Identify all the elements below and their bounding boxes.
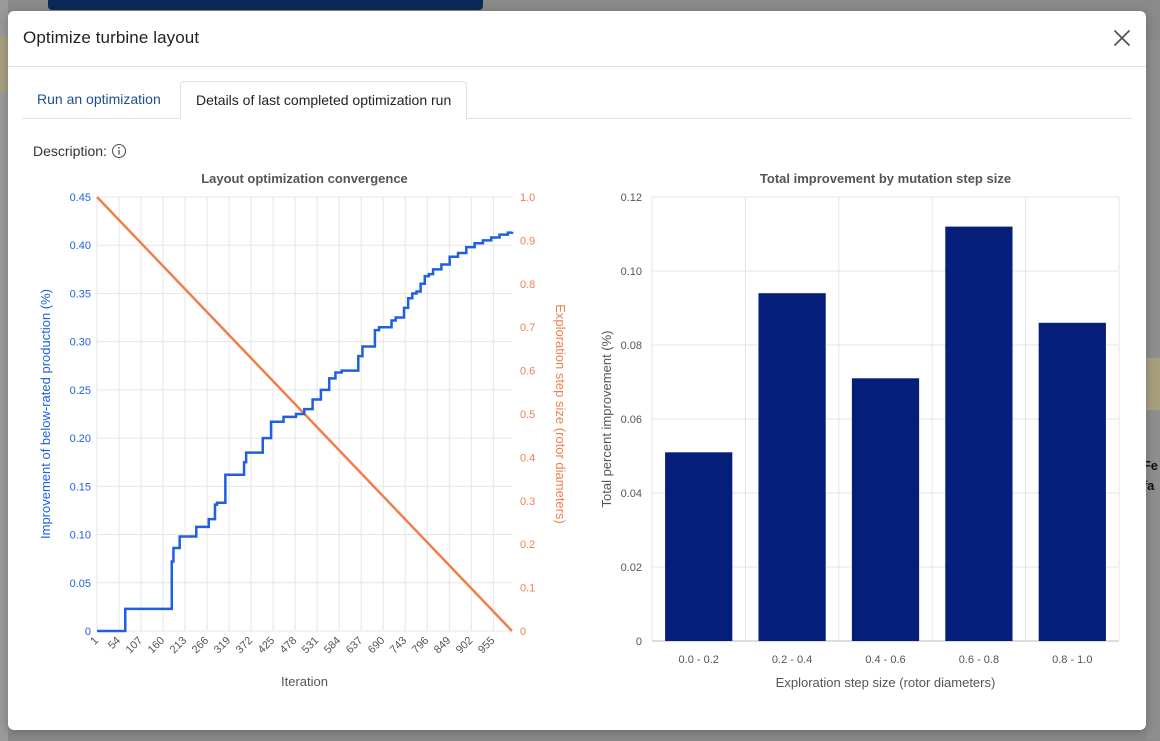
x-tick-label: 531 <box>300 635 321 656</box>
y2-axis-title: Exploration step size (rotor diameters) <box>553 304 568 524</box>
x-tick-label: 372 <box>234 635 255 656</box>
improvement-bar-chart: Total improvement by mutation step size 0… <box>583 161 1133 701</box>
y-tick-label: 0.04 <box>621 488 642 500</box>
bar-0.8-1.0 <box>1038 322 1106 641</box>
x-tick-label: 0.8 - 1.0 <box>1052 654 1092 666</box>
y-tick-label: 0.10 <box>621 266 642 278</box>
x-tick-label: 213 <box>168 635 189 656</box>
x-tick-label: 54 <box>106 635 123 652</box>
info-icon[interactable] <box>111 143 127 159</box>
y2-tick-label: 1.0 <box>520 192 535 204</box>
chart-title: Layout optimization convergence <box>201 171 408 186</box>
y2-tick-label: 0.2 <box>520 539 535 551</box>
background-left-edge <box>0 0 8 741</box>
background-peek-line-1: Fe <box>1142 458 1158 473</box>
x-tick-label: 902 <box>454 635 475 656</box>
x-tick-label: 266 <box>190 635 211 656</box>
x-tick-label: 743 <box>388 635 409 656</box>
background-peek-text: Fe fa <box>1143 456 1158 496</box>
x-tick-label: 0.0 - 0.2 <box>679 654 719 666</box>
x-tick-label: 0.6 - 0.8 <box>959 654 999 666</box>
x-tick-label: 478 <box>278 635 299 656</box>
x-axis-title: Exploration step size (rotor diameters) <box>776 675 996 690</box>
y-tick-label: 0.35 <box>70 288 91 300</box>
y-tick-label: 0.10 <box>70 530 91 542</box>
background-highlight-right <box>1146 358 1160 410</box>
bar-0.4-0.6 <box>851 378 920 641</box>
y-tick-label: 0.12 <box>621 192 642 204</box>
y2-tick-label: 0.3 <box>520 496 535 508</box>
y2-tick-label: 0.7 <box>520 322 535 334</box>
convergence-chart: Layout optimization convergence 1 54 107 160… <box>18 161 568 701</box>
close-icon <box>1114 30 1130 46</box>
y2-tick-label: 0.9 <box>520 235 535 247</box>
y-tick-label: 0.25 <box>70 385 91 397</box>
series-improvement-step-line <box>97 231 514 633</box>
tab-run-optimization[interactable]: Run an optimization <box>37 91 161 107</box>
x-tick-label: 160 <box>146 635 167 656</box>
y-tick-label: 0.05 <box>70 578 91 590</box>
close-button[interactable] <box>1110 26 1134 50</box>
y-tick-label: 0.15 <box>70 481 91 493</box>
x-tick-label: 584 <box>322 635 343 656</box>
bar-0.6-0.8 <box>945 226 1013 641</box>
dialog-header: Optimize turbine layout <box>8 11 1146 67</box>
x-tick-label: 690 <box>366 635 387 656</box>
y-tick-label: 0.20 <box>70 433 91 445</box>
x-tick-label: 955 <box>476 635 497 656</box>
y-tick-label: 0.40 <box>70 240 91 252</box>
y-tick-label: 0.30 <box>70 337 91 349</box>
y-axis-title: Improvement of below-rated production (%… <box>38 289 53 539</box>
y2-tick-label: 0.6 <box>520 366 535 378</box>
bar-0.0-0.2 <box>665 452 733 641</box>
y2-tick-label: 0.1 <box>520 583 535 595</box>
background-header-bar <box>48 0 483 10</box>
y-tick-label: 0 <box>85 626 91 638</box>
y2-tick-label: 0.4 <box>520 452 535 464</box>
y-tick-label: 0.08 <box>621 340 642 352</box>
background-peek-line-2: fa <box>1142 478 1155 493</box>
x-tick-label: 796 <box>410 635 431 656</box>
x-tick-label: 0.2 - 0.4 <box>772 654 812 666</box>
tab-bar: Run an optimization Details of last comp… <box>22 81 1132 120</box>
y2-tick-label: 0.5 <box>520 409 535 421</box>
x-tick-label: 0.4 - 0.6 <box>865 654 905 666</box>
y-tick-label: 0.06 <box>621 414 642 426</box>
y-tick-label: 0 <box>636 636 642 648</box>
tab-last-run-details[interactable]: Details of last completed optimization r… <box>180 81 468 120</box>
y-tick-label: 0.02 <box>621 562 642 574</box>
background-highlight-left <box>0 36 8 92</box>
description-label: Description: <box>33 143 107 159</box>
y2-tick-label: 0.8 <box>520 279 535 291</box>
chart-title: Total improvement by mutation step size <box>760 171 1011 186</box>
dialog-title: Optimize turbine layout <box>23 28 200 47</box>
x-tick-label: 637 <box>344 635 365 656</box>
x-tick-label: 849 <box>432 635 453 656</box>
improvement-bar-chart-svg: Total improvement by mutation step size 0… <box>599 171 1120 690</box>
x-tick-label: 107 <box>124 635 145 656</box>
optimize-layout-dialog: Optimize turbine layout Run an optimizat… <box>8 11 1146 730</box>
x-tick-label: 425 <box>256 635 277 656</box>
x-axis-title: Iteration <box>281 674 328 689</box>
y-tick-label: 0.45 <box>70 192 91 204</box>
bar-0.2-0.4 <box>758 293 826 641</box>
description-row: Description: <box>33 143 127 159</box>
y2-tick-label: 0 <box>520 626 526 638</box>
y-axis-title: Total percent improvement (%) <box>599 330 614 507</box>
x-tick-label: 319 <box>212 635 233 656</box>
